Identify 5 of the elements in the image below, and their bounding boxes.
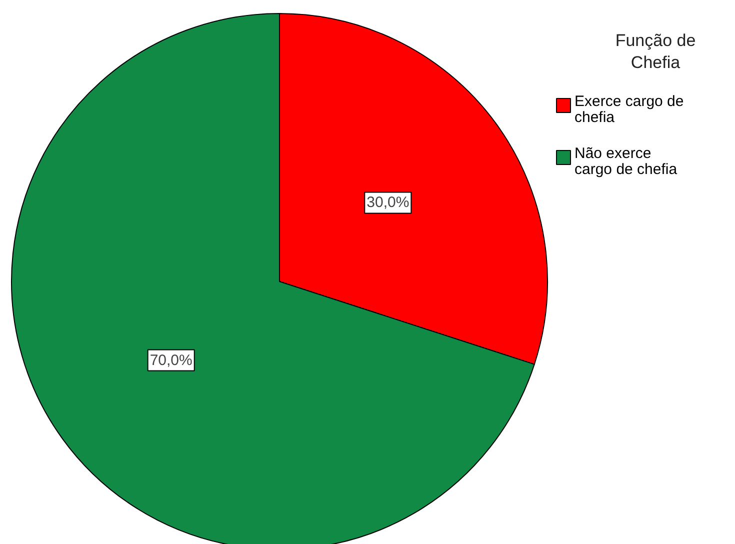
data-label: 70,0% [150, 352, 192, 369]
data-label: 30,0% [366, 194, 410, 212]
legend-title: Função de Chefia [615, 31, 696, 72]
legend-label: Exerce cargo de chefia [574, 93, 684, 126]
legend-label: Não exerce cargo de chefia [574, 145, 678, 178]
